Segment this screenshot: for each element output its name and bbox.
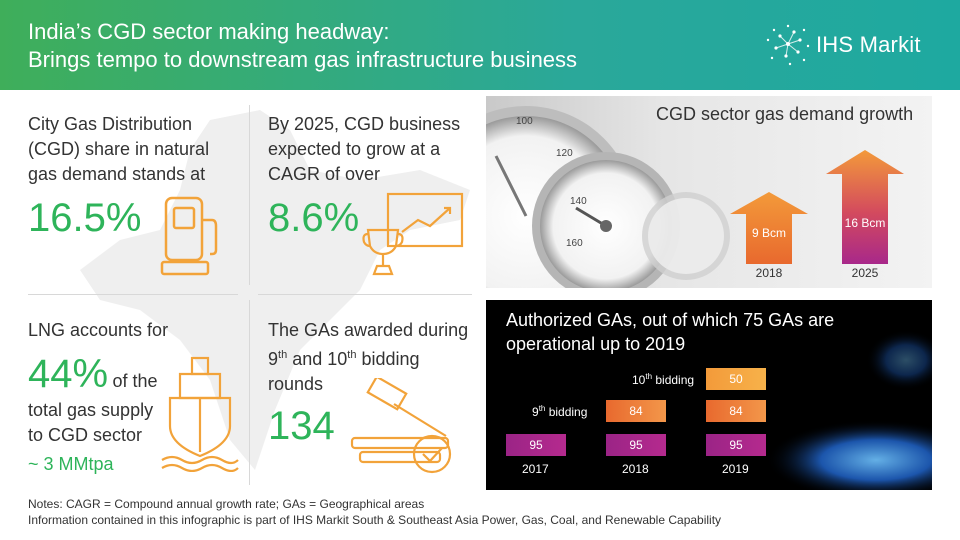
grid-divider-v2 — [249, 300, 250, 485]
lng-label: LNG accounts for — [28, 320, 169, 340]
notes-line-1: Notes: CAGR = Compound annual growth rat… — [28, 497, 425, 511]
cgd-share-value: 16.5% — [28, 196, 142, 240]
bar-2019-ninth: 84 — [706, 400, 766, 422]
authorized-gas-title: Authorized GAs, out of which 75 GAs are … — [506, 310, 835, 354]
bar-2018-ninth: 84 — [606, 400, 666, 422]
demand-2018-year: 2018 — [755, 266, 783, 280]
svg-text:140: 140 — [570, 196, 587, 207]
grid-divider-h1 — [28, 294, 238, 295]
starburst-icon — [766, 24, 810, 66]
tenth-bidding-label: 10th bidding — [632, 372, 695, 387]
bar-2018-base: 95 — [606, 434, 666, 456]
demand-growth-title: CGD sector gas demand growth — [656, 104, 914, 124]
svg-text:120: 120 — [556, 148, 573, 159]
arrow-2018 — [730, 192, 808, 264]
demand-2018-value: 9 Bcm — [751, 226, 786, 240]
authorized-gas-panel — [486, 300, 932, 490]
fuel-pump-icon — [160, 196, 218, 276]
grid-divider-v1 — [249, 105, 250, 285]
gavel-approval-icon — [350, 378, 452, 474]
svg-text:100: 100 — [516, 116, 533, 127]
gas-awarded-value: 134 — [268, 404, 335, 448]
arrow-2025 — [826, 150, 904, 264]
lng-text: total gas supply to CGD sector — [28, 400, 154, 445]
lng-ship-icon — [161, 356, 239, 472]
page-title: India’s CGD sector making headway: Bring… — [28, 18, 577, 74]
svg-text:160: 160 — [566, 238, 583, 249]
lng-value: 44% — [28, 352, 109, 396]
title-line-1: India’s CGD sector making headway: — [28, 19, 390, 44]
logo-text: IHS Markit — [816, 32, 921, 57]
lng-value-line: 44% of the — [28, 352, 158, 397]
pressure-gauges-image: 100 120 140 160 — [486, 106, 730, 288]
gas-awarded-text: The GAs awarded during 9th and 10th bidd… — [268, 320, 469, 394]
trophy-chart-icon — [362, 192, 464, 276]
demand-2025-year: 2025 — [851, 266, 879, 280]
lng-volume: ~ 3 MMtpa — [28, 454, 114, 474]
cgd-share-text: City Gas Distribution (CGD) share in nat… — [28, 114, 210, 184]
notes-line-2: Information contained in this infographi… — [28, 513, 722, 527]
demand-growth-panel: 100 120 140 160 — [486, 96, 932, 288]
ihs-markit-logo: IHS Markit — [764, 22, 934, 66]
bar-2017-base: 95 — [506, 434, 566, 456]
year-2017-label: 2017 — [522, 462, 549, 476]
india-map-background — [80, 110, 470, 470]
year-2019-label: 2019 — [722, 462, 749, 476]
gas-flame-image — [766, 330, 932, 490]
demand-2025-value: 16 Bcm — [844, 216, 886, 230]
bar-2019-tenth: 50 — [706, 368, 766, 390]
header-banner: India’s CGD sector making headway: Bring… — [0, 0, 960, 90]
bar-2019-base: 95 — [706, 434, 766, 456]
cagr-value: 8.6% — [268, 196, 360, 240]
title-line-2: Brings tempo to downstream gas infrastru… — [28, 47, 578, 72]
footer-notes: Notes: CAGR = Compound annual growth rat… — [28, 496, 721, 528]
cagr-text: By 2025, CGD business expected to grow a… — [268, 114, 461, 184]
lng-suffix: of the — [112, 371, 158, 391]
ninth-bidding-label: 9th bidding — [532, 404, 588, 419]
grid-divider-h2 — [258, 294, 472, 295]
year-2018-label: 2018 — [622, 462, 649, 476]
